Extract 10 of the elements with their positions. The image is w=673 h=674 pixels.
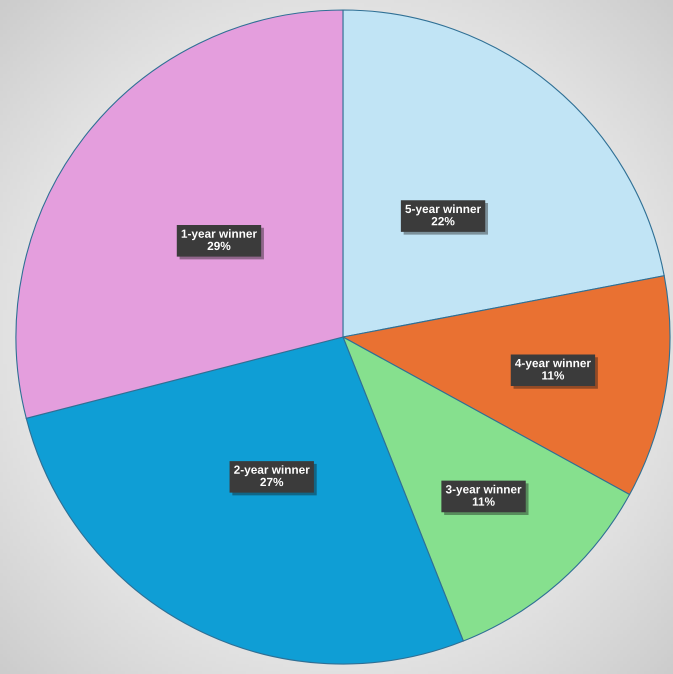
data-label: 11% [542,371,564,380]
slice-label: 2-year winner [234,465,310,476]
data-label: 22% [432,217,455,226]
slice-label: 3-year winner [446,484,522,496]
data-label: 27% [260,478,284,486]
slice-label: 5-year winner [405,204,481,216]
slice-label: 1-year winner [182,229,257,240]
slice-label: 4-year winner [515,358,591,370]
data-label: 29% [208,242,230,250]
data-label: 11% [472,497,495,506]
